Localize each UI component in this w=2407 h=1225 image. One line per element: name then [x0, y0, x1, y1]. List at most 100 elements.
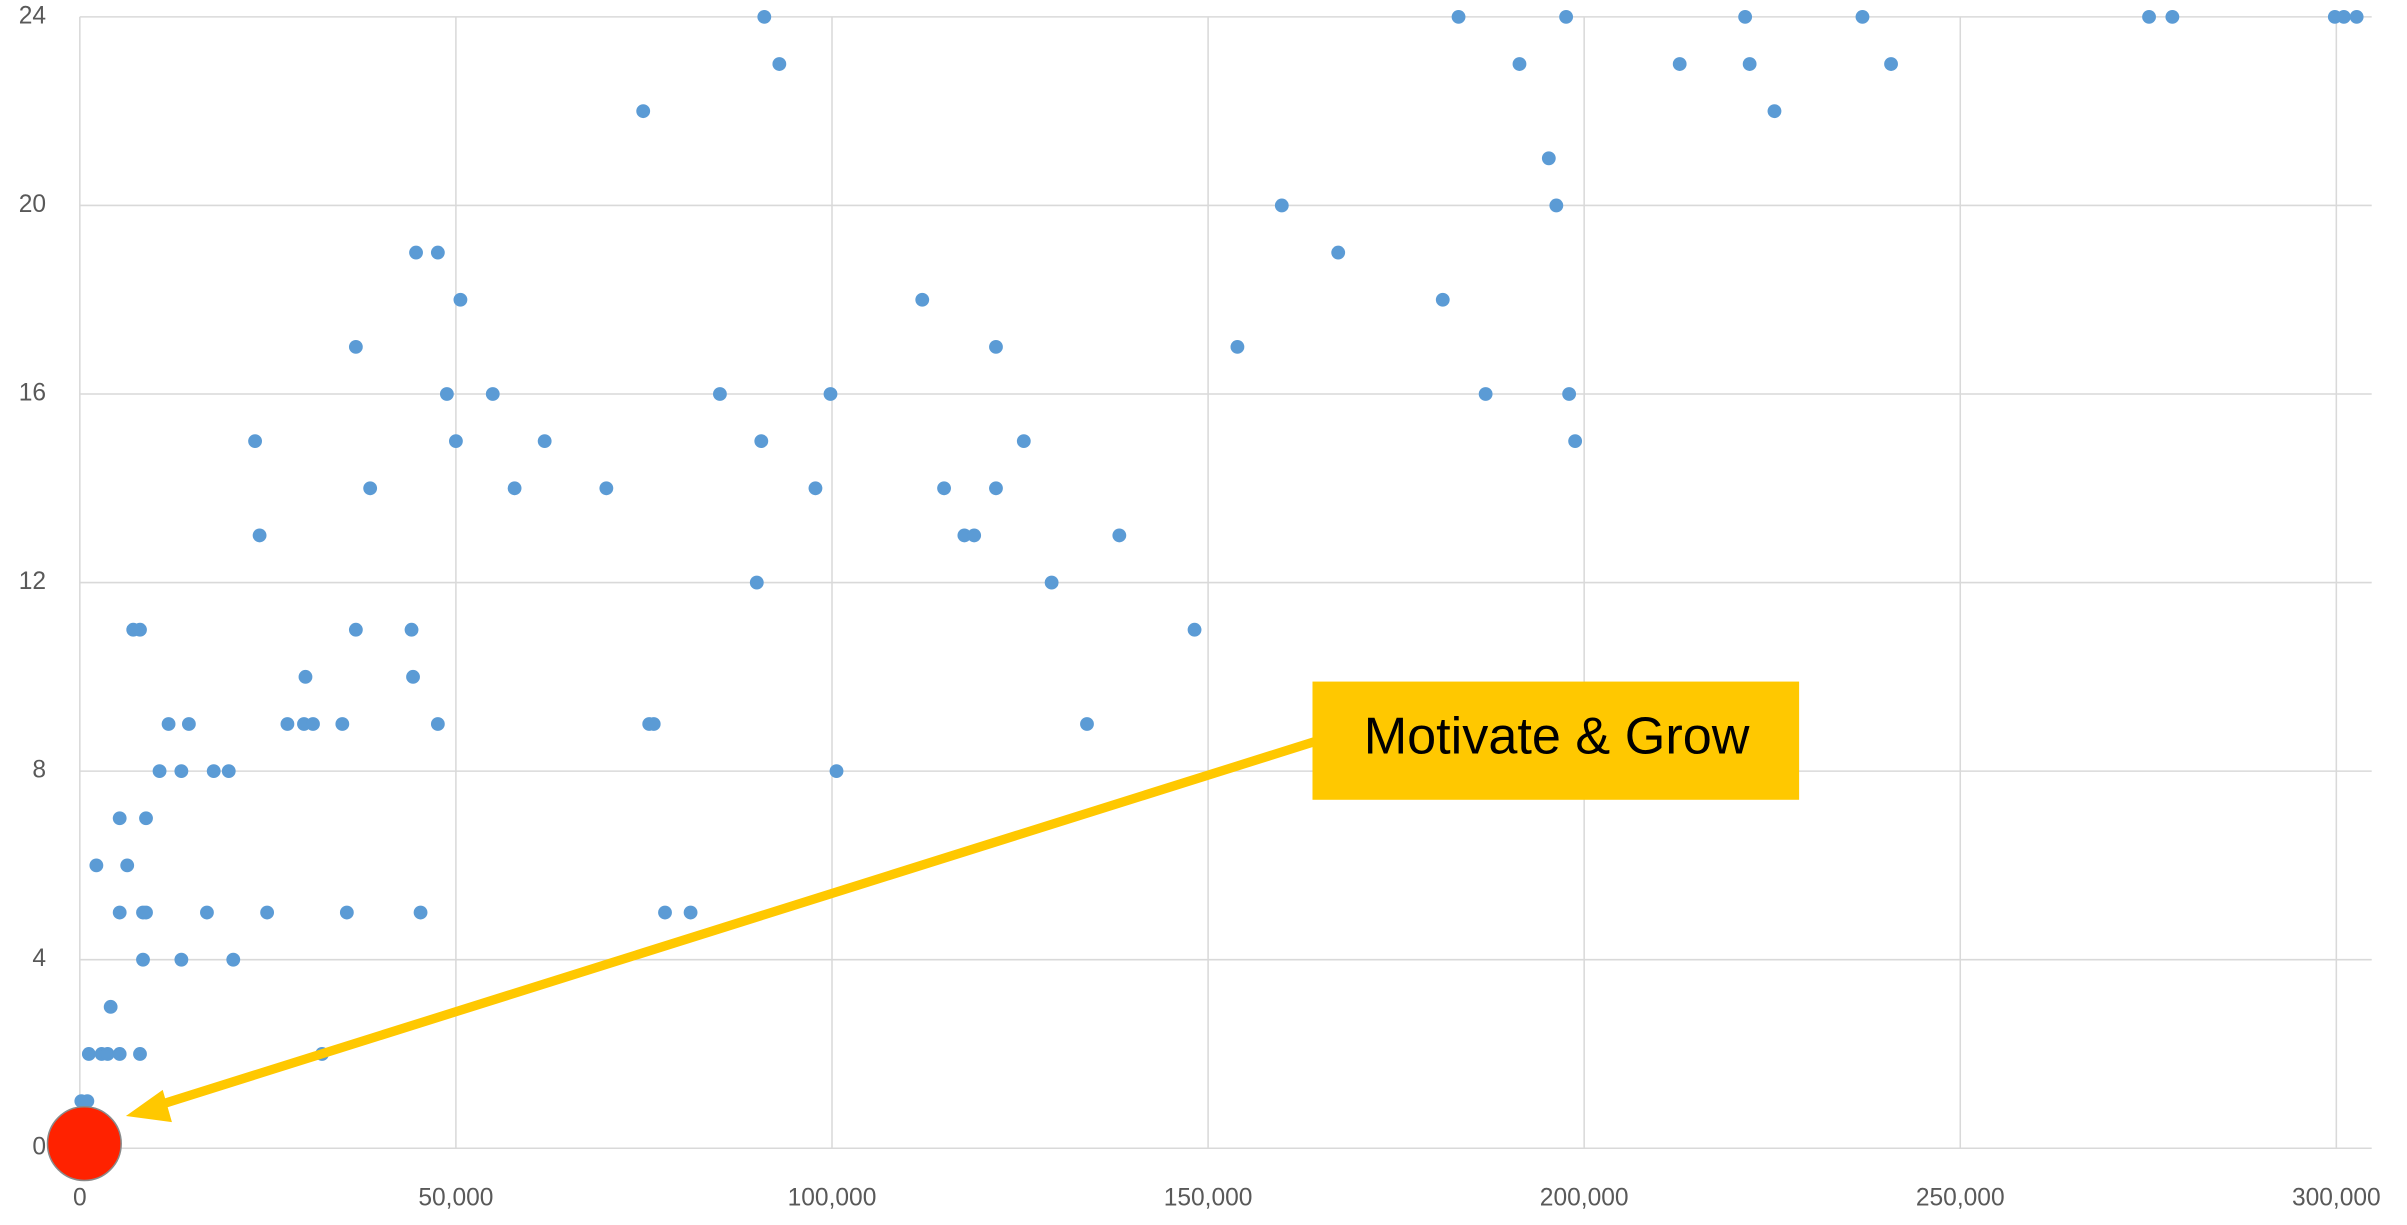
point — [363, 481, 378, 496]
point — [2142, 9, 2156, 24]
point — [248, 434, 262, 449]
point — [112, 1047, 127, 1061]
point — [181, 717, 196, 731]
point — [1672, 57, 1687, 71]
point — [636, 104, 651, 119]
point — [507, 481, 522, 496]
point — [2336, 9, 2351, 24]
point — [174, 764, 189, 779]
point — [1435, 292, 1450, 307]
point — [139, 905, 153, 920]
point — [348, 339, 363, 354]
x-tick-label: 150,000 — [1164, 1184, 1253, 1211]
point — [152, 764, 167, 779]
point — [1568, 434, 1583, 449]
x-tick-label: 200,000 — [1540, 1184, 1629, 1211]
point — [406, 669, 420, 684]
y-tick-label: 12 — [19, 568, 46, 595]
point — [915, 292, 930, 307]
point — [100, 1047, 115, 1061]
point — [139, 811, 153, 826]
grid — [79, 16, 2372, 1150]
point — [754, 434, 769, 449]
point — [829, 764, 844, 779]
point — [599, 481, 614, 496]
point — [81, 1047, 96, 1061]
point — [260, 905, 275, 920]
point — [957, 528, 972, 543]
point — [280, 717, 295, 731]
point — [1187, 622, 1202, 637]
y-tick-label: 4 — [32, 945, 46, 972]
point — [1855, 9, 1870, 24]
point — [252, 528, 267, 543]
point — [2349, 9, 2364, 24]
point — [120, 858, 135, 873]
point — [537, 434, 552, 449]
highlight-point — [46, 1106, 122, 1182]
point — [713, 387, 727, 401]
point — [989, 481, 1003, 496]
point — [206, 764, 221, 779]
point — [2165, 9, 2180, 24]
point — [200, 905, 214, 920]
arrow-head — [125, 1089, 172, 1123]
point — [136, 952, 150, 967]
point — [1080, 717, 1094, 731]
point — [89, 858, 104, 873]
point — [808, 481, 823, 496]
point — [1230, 339, 1245, 354]
point — [1112, 528, 1127, 543]
point — [1742, 57, 1757, 71]
arrow-line — [152, 735, 1322, 1112]
point — [1044, 575, 1059, 590]
point — [413, 905, 428, 920]
point — [646, 717, 661, 731]
y-tick-label: 16 — [19, 379, 46, 406]
point — [103, 999, 118, 1014]
point — [112, 811, 127, 826]
point — [757, 9, 772, 24]
point — [449, 434, 463, 449]
y-tick-label: 20 — [19, 191, 46, 218]
points — [46, 9, 2364, 1182]
point — [453, 292, 468, 307]
point — [1767, 104, 1782, 119]
point — [404, 622, 419, 637]
point — [339, 905, 354, 920]
point — [409, 245, 423, 260]
point — [772, 57, 787, 71]
point — [937, 481, 951, 496]
point — [161, 717, 176, 731]
point — [1274, 198, 1289, 213]
point — [306, 717, 320, 731]
point — [989, 339, 1003, 354]
annotation-box — [1312, 681, 1800, 800]
point — [1512, 57, 1527, 71]
point — [348, 622, 363, 637]
point — [1541, 151, 1556, 166]
point — [133, 622, 147, 637]
point — [1016, 434, 1031, 449]
x-tick-label: 300,000 — [2292, 1184, 2381, 1211]
point — [335, 717, 350, 731]
point — [683, 905, 698, 920]
point — [133, 1047, 147, 1061]
point — [1331, 245, 1346, 260]
point — [430, 717, 445, 731]
y-tick-label: 24 — [19, 2, 46, 29]
point — [658, 905, 672, 920]
point — [221, 764, 236, 779]
y-tick-label: 8 — [32, 757, 46, 784]
point — [1884, 57, 1898, 71]
point — [112, 905, 127, 920]
point — [967, 528, 982, 543]
point — [226, 952, 241, 967]
point — [1549, 198, 1564, 213]
point — [298, 669, 313, 684]
point — [1559, 9, 1574, 24]
point — [430, 245, 445, 260]
x-tick-label: 100,000 — [788, 1184, 877, 1211]
